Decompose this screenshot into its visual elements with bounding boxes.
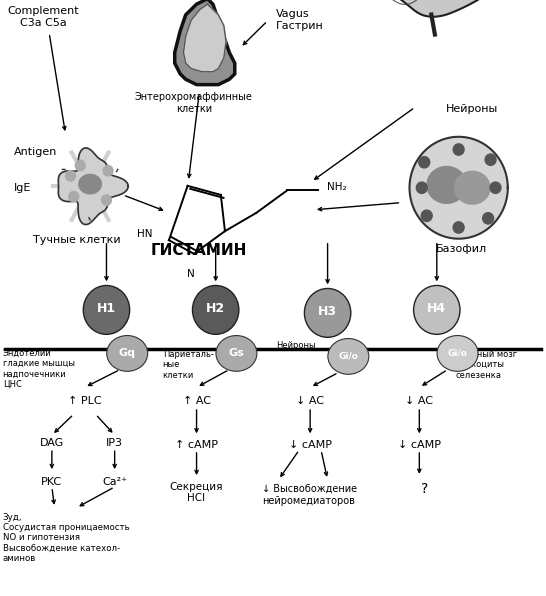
Text: Antigen: Antigen: [14, 147, 57, 157]
Text: Complement
C3a C5a: Complement C3a C5a: [8, 6, 80, 27]
Text: Эндотелий
гладкие мышцы
надпочечники
ЦНС: Эндотелий гладкие мышцы надпочечники ЦНС: [3, 349, 75, 389]
Text: Нейроны: Нейроны: [446, 104, 498, 114]
Ellipse shape: [437, 336, 478, 371]
Text: ↑ cAMP: ↑ cAMP: [175, 440, 218, 450]
Text: ↑ AC: ↑ AC: [182, 396, 211, 406]
Text: Базофил: Базофил: [436, 244, 487, 254]
Text: DAG: DAG: [40, 438, 64, 448]
Text: Зуд,
Сосудистая проницаемость
NO и гипотензия
Высвобождение катехол-
аминов: Зуд, Сосудистая проницаемость NO и гипот…: [3, 513, 129, 563]
Text: PKC: PKC: [41, 477, 62, 487]
Text: Энтерохромаффинные
клетки: Энтерохромаффинные клетки: [135, 92, 253, 114]
Text: Тучные клетки: Тучные клетки: [33, 235, 120, 246]
Text: IgE: IgE: [14, 183, 31, 193]
Text: Gi/o: Gi/o: [448, 349, 467, 358]
Text: Секреция
HCl: Секреция HCl: [170, 482, 223, 503]
Ellipse shape: [83, 285, 130, 334]
Ellipse shape: [305, 288, 351, 337]
Text: N: N: [187, 269, 195, 279]
Text: ↑ PLC: ↑ PLC: [68, 396, 102, 406]
Text: H4: H4: [427, 302, 447, 315]
Text: H3: H3: [318, 305, 337, 318]
Text: H1: H1: [97, 302, 116, 315]
Text: Нейроны: Нейроны: [276, 341, 316, 350]
Text: H2: H2: [206, 302, 225, 315]
Ellipse shape: [192, 285, 239, 334]
Ellipse shape: [216, 336, 257, 371]
Text: Gs: Gs: [229, 349, 244, 358]
Ellipse shape: [107, 336, 147, 371]
Text: NH₂: NH₂: [327, 182, 346, 193]
Text: Vagus
Гастрин: Vagus Гастрин: [276, 9, 323, 30]
Ellipse shape: [414, 285, 460, 334]
Text: IP3: IP3: [106, 438, 123, 448]
Text: Gi/o: Gi/o: [339, 352, 358, 361]
Text: Костный мозг
лейкоциты
селезенка: Костный мозг лейкоциты селезенка: [456, 350, 517, 380]
Text: HN: HN: [137, 229, 152, 239]
Text: ГИСТАМИН: ГИСТАМИН: [151, 243, 247, 258]
Text: ↓ cAMP: ↓ cAMP: [398, 440, 441, 450]
Text: Париеталь-
ные
клетки: Париеталь- ные клетки: [163, 350, 213, 380]
Text: Ca²⁺: Ca²⁺: [102, 477, 127, 487]
Text: ?: ?: [421, 482, 429, 495]
Text: ↓ AC: ↓ AC: [296, 396, 324, 406]
Text: ↓ cAMP: ↓ cAMP: [289, 440, 331, 450]
Text: ↓ AC: ↓ AC: [405, 396, 434, 406]
Ellipse shape: [328, 339, 369, 374]
Text: Gq: Gq: [118, 349, 136, 358]
Text: ↓ Высвобождение
нейромедиаторов: ↓ Высвобождение нейромедиаторов: [262, 484, 357, 505]
